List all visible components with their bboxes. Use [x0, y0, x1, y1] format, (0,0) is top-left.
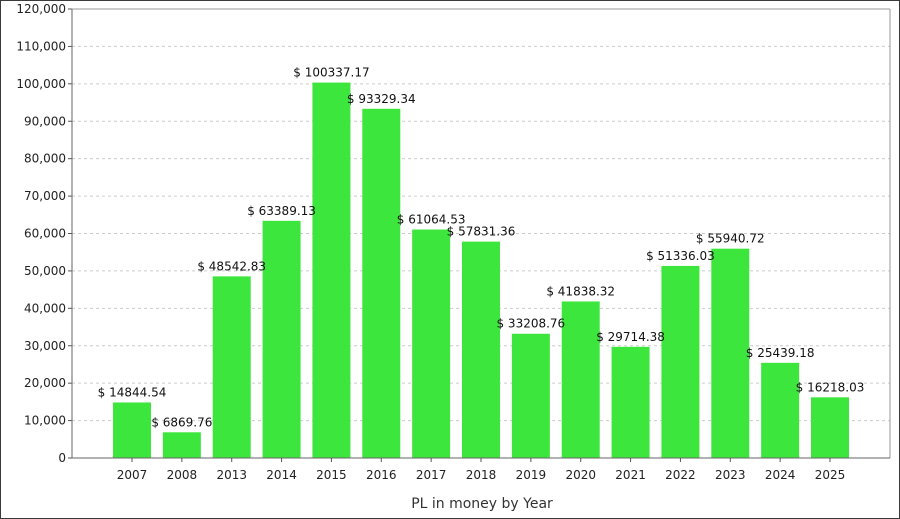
y-tick-label: 80,000	[24, 152, 66, 166]
x-tick-label: 2019	[516, 468, 547, 482]
data-label: $ 51336.03	[646, 249, 715, 263]
x-tick-label: 2016	[366, 468, 397, 482]
data-label: $ 41838.32	[546, 284, 615, 298]
bar-2008	[162, 432, 201, 458]
bar-2021	[611, 346, 650, 458]
bars	[113, 82, 849, 459]
data-label: $ 55940.72	[696, 232, 765, 246]
bar-2022	[661, 265, 700, 458]
x-tick-label: 2020	[565, 468, 596, 482]
x-axis-title: PL in money by Year	[411, 496, 553, 512]
data-label: $ 100337.17	[293, 66, 369, 80]
axes: 0 10,000 20,000 30,000 40,000 50,000 60,000 70,…	[16, 2, 891, 482]
data-label: $ 16218.03	[796, 380, 865, 394]
data-label: $ 25439.18	[746, 346, 815, 360]
bar-2020	[561, 301, 600, 458]
bar-2014	[262, 220, 301, 458]
x-tick-label: 2017	[416, 468, 447, 482]
x-tick-label: 2015	[316, 468, 347, 482]
y-tick-label: 120,000	[16, 2, 66, 16]
y-tick-label: 100,000	[16, 77, 66, 91]
x-tick-label: 2014	[266, 468, 297, 482]
x-tick-label: 2025	[815, 468, 846, 482]
data-label: $ 29714.38	[596, 330, 665, 344]
bar-2007	[113, 402, 151, 458]
data-label: $ 14844.54	[98, 385, 167, 399]
y-tick-label: 30,000	[24, 339, 66, 353]
x-tick-label: 2008	[167, 468, 198, 482]
y-tick-label: 90,000	[24, 114, 66, 128]
data-labels: $ 14844.54 $ 6869.76 $ 48542.83 $ 63389.13 $…	[98, 66, 865, 430]
y-tick-label: 110,000	[16, 39, 66, 53]
data-label: $ 6869.76	[151, 415, 212, 429]
y-tick-label: 50,000	[24, 264, 66, 278]
bar-2025	[811, 397, 849, 458]
bar-2015	[312, 82, 351, 459]
x-tick-label: 2024	[765, 468, 796, 482]
data-label: $ 61064.53	[397, 213, 466, 227]
bar-2023	[711, 248, 750, 458]
y-tick-label: 20,000	[24, 376, 66, 390]
data-label: $ 48542.83	[197, 259, 266, 273]
y-tick-label: 0	[58, 451, 66, 465]
y-tick-label: 60,000	[24, 227, 66, 241]
y-tick-label: 70,000	[24, 189, 66, 203]
x-tick-label: 2021	[615, 468, 646, 482]
x-tick-label: 2007	[117, 468, 148, 482]
x-tick-label: 2022	[665, 468, 696, 482]
data-label: $ 33208.76	[496, 317, 565, 331]
y-tick-label: 40,000	[24, 301, 66, 315]
bar-2024	[761, 362, 800, 458]
y-tick-label: 10,000	[24, 414, 66, 428]
data-label: $ 57831.36	[447, 225, 516, 239]
x-tick-label: 2013	[216, 468, 247, 482]
x-tick-label: 2023	[715, 468, 746, 482]
bar-2019	[511, 333, 550, 458]
data-label: $ 93329.34	[347, 92, 416, 106]
bar-2013	[212, 276, 251, 458]
bar-2017	[412, 229, 451, 458]
data-label: $ 63389.13	[247, 204, 316, 218]
bar-2016	[362, 108, 401, 458]
bar-2018	[462, 241, 500, 458]
x-tick-label: 2018	[466, 468, 497, 482]
